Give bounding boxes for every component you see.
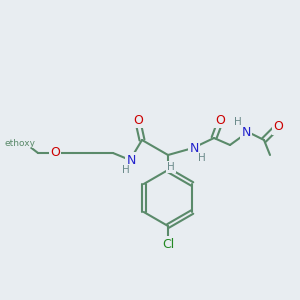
Text: H: H [198,153,206,163]
Text: N: N [241,125,251,139]
Text: O: O [50,146,60,160]
Text: O: O [133,113,143,127]
Text: ethoxy: ethoxy [4,139,35,148]
Text: N: N [126,154,136,166]
Text: O: O [215,113,225,127]
Text: H: H [234,117,242,127]
Text: Cl: Cl [162,238,174,250]
Text: N: N [189,142,199,155]
Text: H: H [167,162,175,172]
Text: O: O [273,121,283,134]
Text: H: H [122,165,130,175]
